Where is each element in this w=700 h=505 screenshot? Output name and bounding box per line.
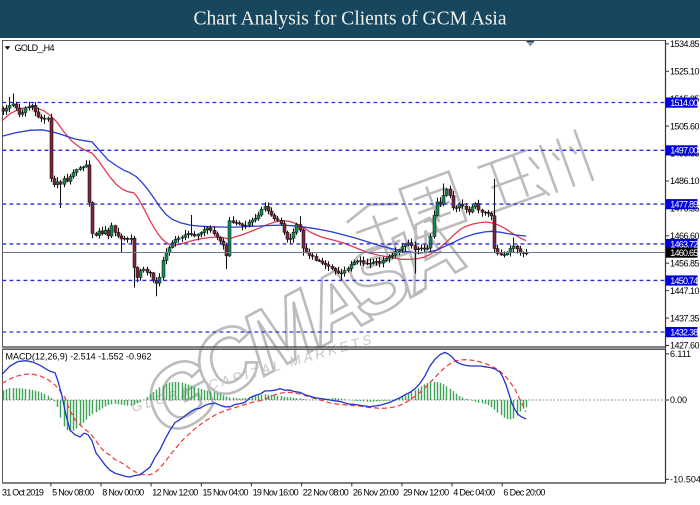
svg-text:1514.00: 1514.00 <box>670 98 698 108</box>
svg-text:1477.89: 1477.89 <box>670 200 698 210</box>
svg-text:Chart Analysis for Clients of: Chart Analysis for Clients of GCM Asia <box>194 9 507 30</box>
svg-text:1432.38: 1432.38 <box>670 327 698 337</box>
svg-text:1463.72: 1463.72 <box>670 239 698 249</box>
svg-text:8 Nov 00:00: 8 Nov 00:00 <box>102 488 144 498</box>
svg-text:MACD(12,26,9) -2.514 -1.552 -0: MACD(12,26,9) -2.514 -1.552 -0.962 <box>6 352 152 362</box>
svg-text:GOLD_,H4: GOLD_,H4 <box>15 43 55 53</box>
svg-text:22 Nov 08:00: 22 Nov 08:00 <box>303 488 349 498</box>
svg-text:1460.65: 1460.65 <box>670 248 698 258</box>
svg-text:19 Nov 16:00: 19 Nov 16:00 <box>253 488 299 498</box>
svg-text:6 Dec 20:00: 6 Dec 20:00 <box>503 488 545 498</box>
svg-text:1525.10: 1525.10 <box>670 67 700 77</box>
svg-text:1534.85: 1534.85 <box>670 39 700 49</box>
svg-text:12 Nov 12:00: 12 Nov 12:00 <box>152 488 198 498</box>
svg-text:29 Nov 12:00: 29 Nov 12:00 <box>403 488 449 498</box>
svg-text:1437.35: 1437.35 <box>670 313 700 323</box>
svg-text:26 Nov 20:00: 26 Nov 20:00 <box>353 488 399 498</box>
svg-text:6.111: 6.111 <box>670 349 691 359</box>
svg-text:5 Nov 08:00: 5 Nov 08:00 <box>52 488 94 498</box>
svg-text:4 Dec 04:00: 4 Dec 04:00 <box>453 488 495 498</box>
svg-text:1466.60: 1466.60 <box>670 231 700 241</box>
svg-text:1456.85: 1456.85 <box>670 258 700 268</box>
svg-text:31 Oct 2019: 31 Oct 2019 <box>2 488 44 498</box>
svg-text:-10.504: -10.504 <box>670 475 700 485</box>
svg-text:0.00: 0.00 <box>670 395 687 405</box>
svg-text:15 Nov 04:00: 15 Nov 04:00 <box>203 488 249 498</box>
svg-text:1497.00: 1497.00 <box>670 146 698 156</box>
svg-text:1486.10: 1486.10 <box>670 176 700 186</box>
svg-text:1427.60: 1427.60 <box>670 341 700 351</box>
svg-text:1505.60: 1505.60 <box>670 121 700 131</box>
svg-text:1450.74: 1450.74 <box>670 276 698 286</box>
svg-text:1447.10: 1447.10 <box>670 286 700 296</box>
